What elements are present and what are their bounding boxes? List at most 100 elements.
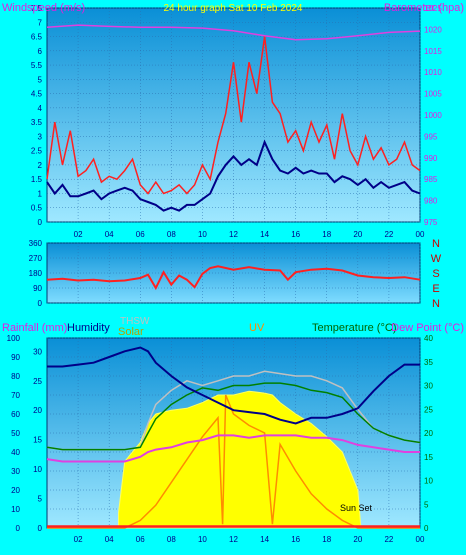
temperature-line: [46, 382, 421, 451]
windspeed-tick-label: 1: [38, 189, 43, 198]
humidity-tick-label: 90: [11, 353, 20, 362]
barometer-tick-label: 985: [424, 175, 438, 184]
rainfall-tick-label: 0: [38, 524, 43, 533]
wind-panel-background: [46, 7, 421, 223]
compass-label: S: [432, 268, 439, 280]
windspeed-tick-label: 3: [38, 132, 43, 141]
time-tick-label: 04: [105, 230, 114, 239]
thsw-label: THSW: [120, 316, 150, 327]
rainfall-axis-label: Rainfall (mm): [2, 322, 67, 334]
time-tick-label: 20: [353, 230, 362, 239]
time-tick-label: 16: [291, 535, 300, 544]
humidity-tick-label: 70: [11, 391, 20, 400]
windspeed-tick-label: 6.5: [31, 33, 43, 42]
rainfall-tick-label: 25: [33, 377, 42, 386]
windspeed-tick-label: 7.5: [31, 4, 43, 13]
time-tick-label: 20: [353, 535, 362, 544]
direction-tick-label: 360: [29, 239, 43, 248]
time-tick-label: 14: [260, 230, 269, 239]
barometer-tick-label: 1000: [424, 111, 442, 120]
temperature-tick-label: 35: [424, 358, 433, 367]
barometer-tick-label: 1005: [424, 90, 442, 99]
barometer-tick-label: 980: [424, 197, 438, 206]
barometer-tick-label: 1025: [424, 4, 442, 13]
windspeed-axis: 0 0.5 1 1.5 2 2.5 3 3.5 4 4.5 5 5.5 6 6.5 7 7.5: [31, 4, 43, 227]
humidity-tick-label: 60: [11, 410, 20, 419]
direction-tick-label: 0: [38, 299, 43, 308]
humidity-label: Humidity: [67, 322, 110, 334]
uv-label: UV: [249, 322, 265, 334]
rainfall-tick-label: 10: [33, 465, 42, 474]
compass-label: N: [432, 238, 440, 250]
barometer-tick-label: 1010: [424, 68, 442, 77]
rainfall-tick-label: 15: [33, 436, 42, 445]
barometer-axis-label: Barometer (hpa): [384, 2, 464, 14]
temperature-tick-label: 5: [424, 500, 429, 509]
compass-label: W: [431, 253, 442, 265]
time-tick-label: 00: [416, 230, 425, 239]
humidity-tick-label: 100: [7, 334, 21, 343]
time-tick-label: 08: [167, 230, 176, 239]
solar-area: [47, 390, 420, 529]
barometer-line: [46, 24, 421, 41]
time-tick-label: 02: [74, 230, 83, 239]
humidity-tick-label: 80: [11, 372, 20, 381]
barometer-tick-label: 995: [424, 132, 438, 141]
compass-label: E: [432, 283, 439, 295]
humidity-tick-label: 20: [11, 486, 20, 495]
time-tick-label: 02: [74, 535, 83, 544]
uv-line: [47, 394, 420, 529]
time-tick-label: 18: [322, 230, 331, 239]
windspeed-tick-label: 2.5: [31, 147, 43, 156]
humidity-tick-label: 40: [11, 448, 20, 457]
rainfall-tick-label: 20: [33, 406, 42, 415]
wind-average-line: [46, 139, 421, 212]
temperature-axis-label: Temperature (°C): [312, 322, 396, 334]
barometer-tick-label: 975: [424, 218, 438, 227]
windspeed-axis-label: Windspeed (m/s): [2, 2, 85, 14]
solar-label: Solar: [118, 326, 144, 338]
temperature-tick-label: 20: [424, 429, 433, 438]
temperature-panel-series: [46, 346, 421, 529]
temperature-tick-label: 30: [424, 382, 433, 391]
windspeed-tick-label: 3.5: [31, 118, 43, 127]
windspeed-tick-label: 1.5: [31, 175, 43, 184]
direction-tick-label: 270: [29, 254, 43, 263]
barometer-tick-label: 990: [424, 154, 438, 163]
time-tick-label: 06: [136, 230, 145, 239]
rainfall-tick-label: 5: [38, 495, 43, 504]
windspeed-tick-label: 6: [38, 47, 43, 56]
windspeed-tick-label: 7: [38, 18, 43, 27]
time-tick-label: 22: [384, 535, 393, 544]
rainfall-tick-label: 30: [33, 347, 42, 356]
humidity-tick-label: 30: [11, 467, 20, 476]
humidity-tick-label: 0: [16, 524, 21, 533]
barometer-tick-label: 1015: [424, 47, 442, 56]
humidity-tick-label: 10: [11, 505, 20, 514]
sun-set-annotation: Sun Set: [340, 503, 373, 513]
barometer-tick-label: 1020: [424, 25, 442, 34]
time-tick-label: 06: [136, 535, 145, 544]
windspeed-tick-label: 0.5: [31, 204, 43, 213]
humidity-line: [47, 346, 420, 425]
time-tick-label: 10: [198, 230, 207, 239]
direction-series: [46, 265, 421, 291]
temperature-time-axis: 02 04 06 08 10 12 14 16 18 20 22 00: [74, 535, 425, 544]
time-tick-label: 12: [229, 230, 238, 239]
windspeed-tick-label: 2: [38, 161, 43, 170]
temperature-tick-label: 0: [424, 524, 429, 533]
time-tick-label: 18: [322, 535, 331, 544]
time-tick-label: 12: [229, 535, 238, 544]
temperature-tick-label: 15: [424, 453, 433, 462]
compass-label: N: [432, 298, 440, 310]
temperature-tick-label: 25: [424, 405, 433, 414]
time-tick-label: 00: [416, 535, 425, 544]
dew-point-axis-label: Dew Point (°C): [391, 322, 464, 334]
time-tick-label: 22: [384, 230, 393, 239]
time-tick-label: 10: [198, 535, 207, 544]
wind-direction-line: [46, 265, 421, 291]
time-tick-label: 08: [167, 535, 176, 544]
time-tick-label: 14: [260, 535, 269, 544]
direction-tick-label: 180: [29, 269, 43, 278]
